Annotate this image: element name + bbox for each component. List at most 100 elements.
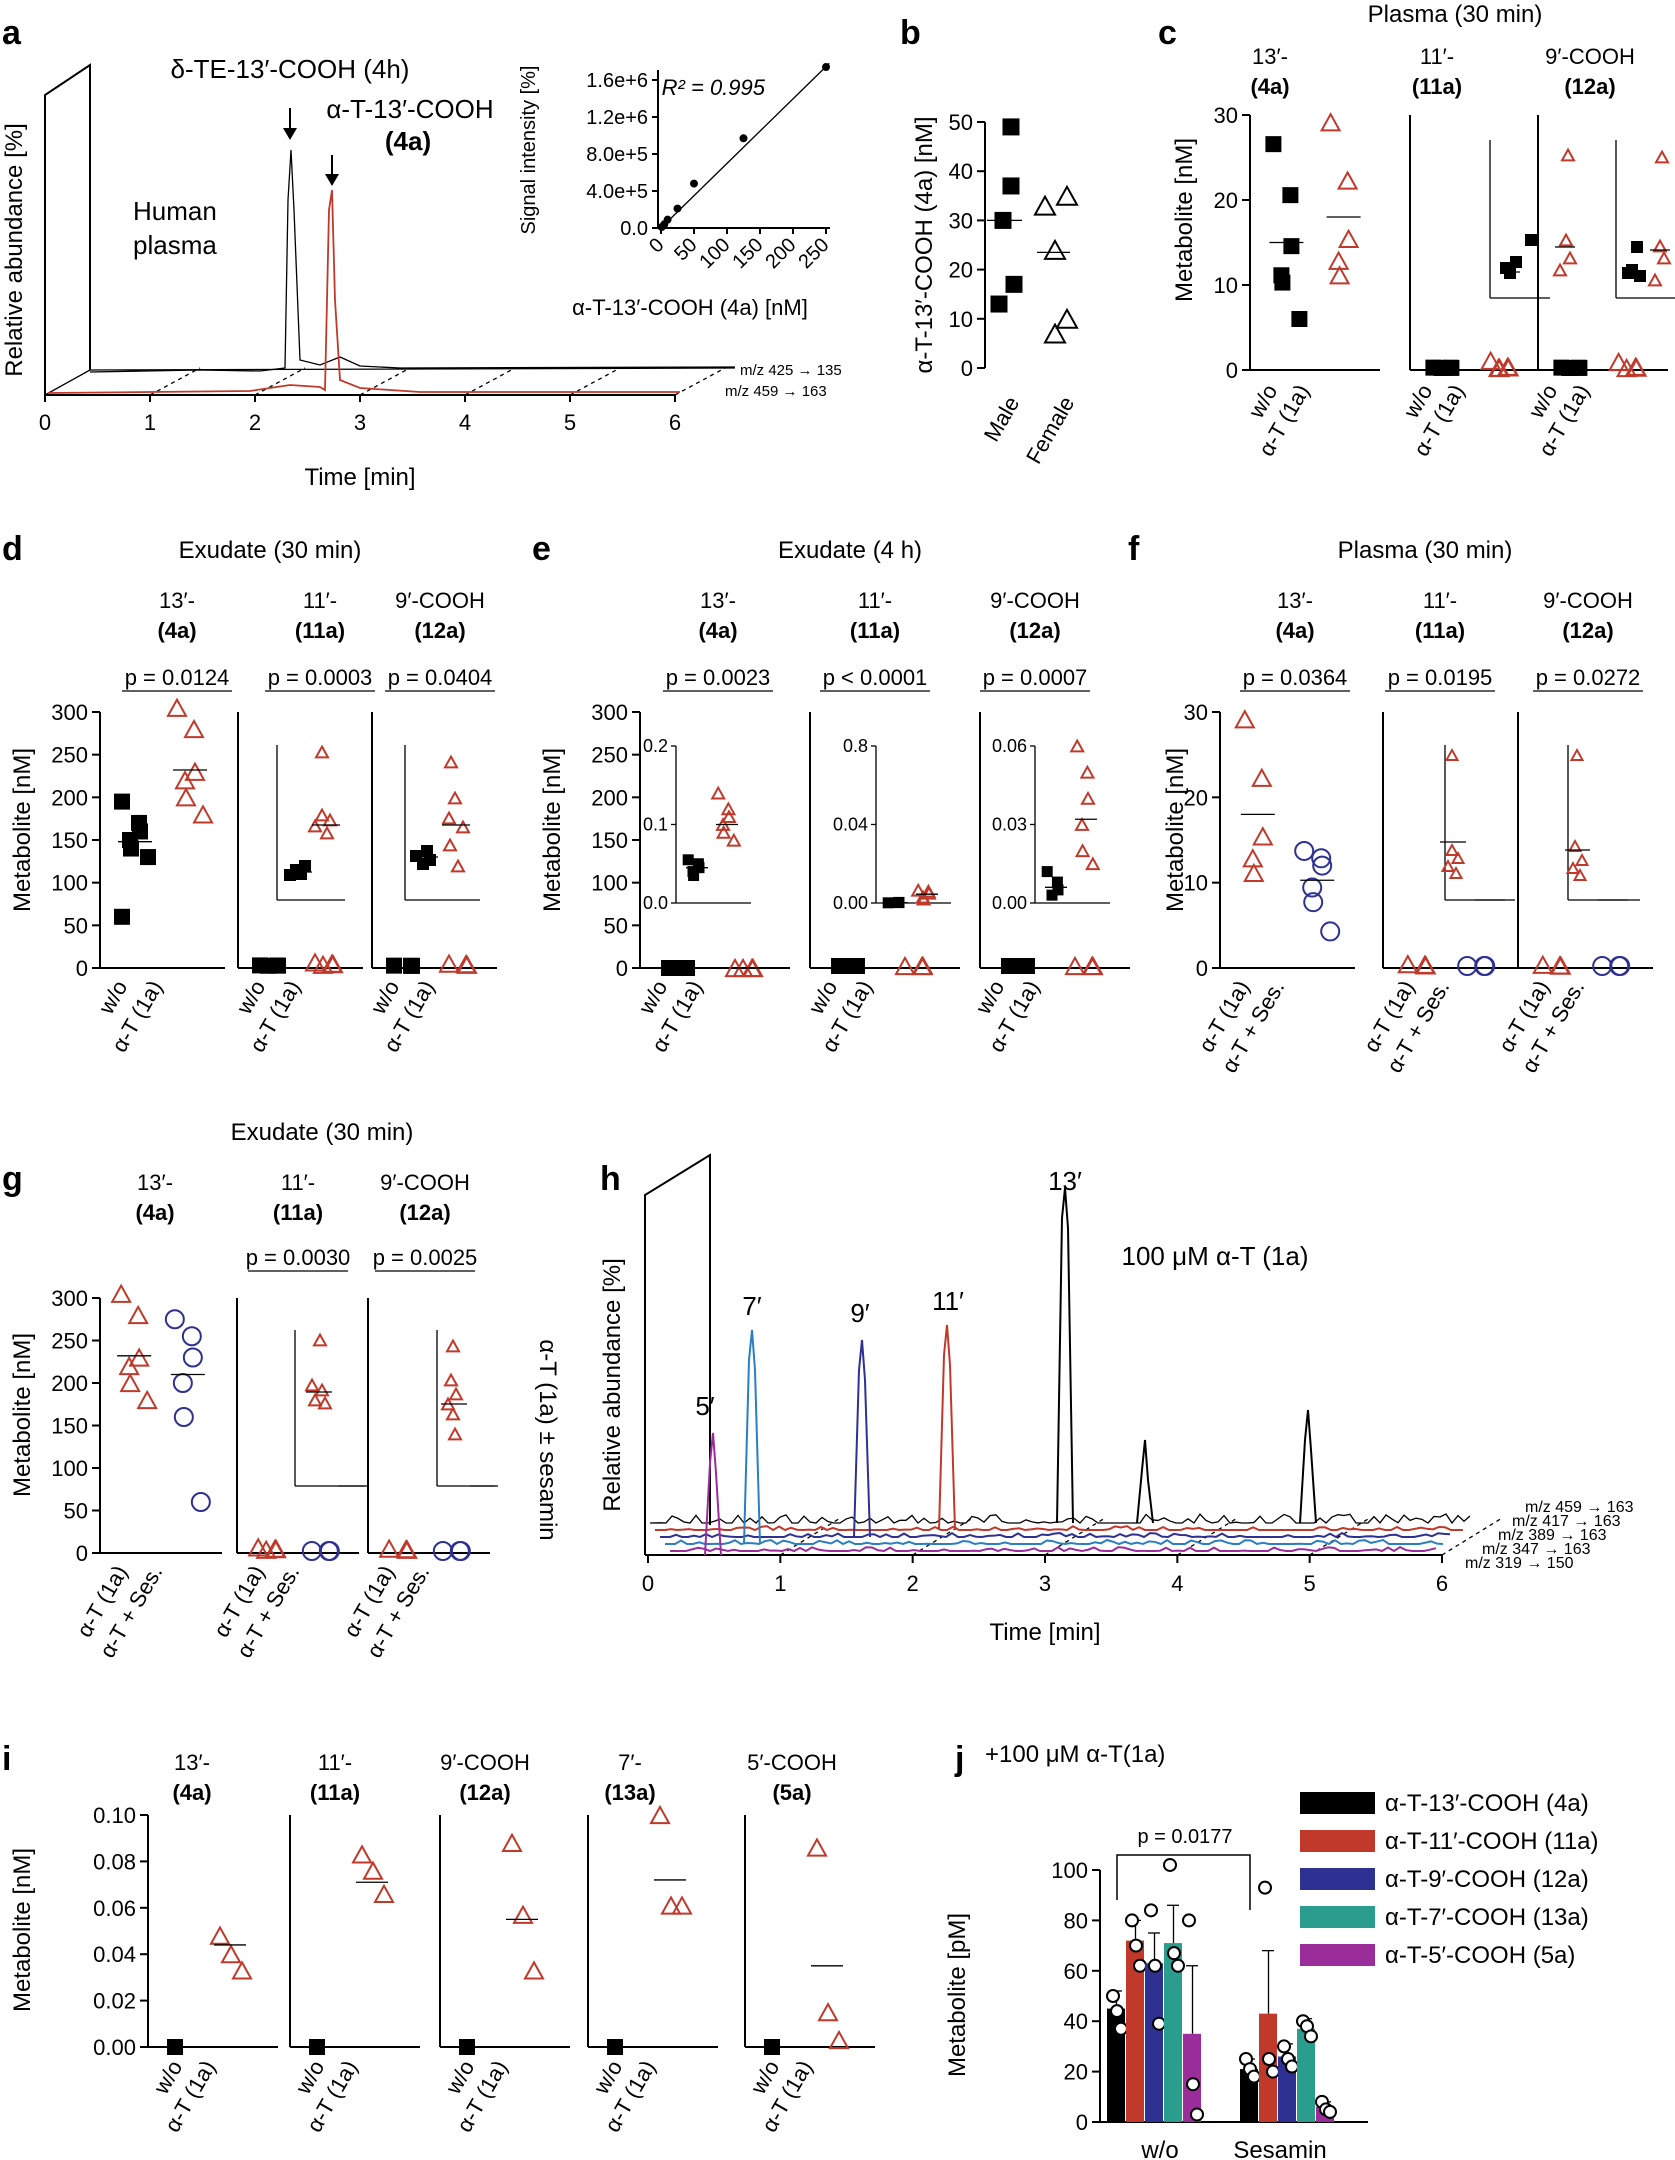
c-point-w/o [1265, 136, 1282, 153]
e-inset-point-aT [921, 885, 937, 900]
a-peak-label-4a-code: (4a) [385, 126, 431, 156]
d-point-w/o [123, 840, 139, 857]
a-depth-dash [569, 367, 621, 396]
d-inset-point-aT [307, 818, 323, 833]
c-point-w/o [1434, 360, 1451, 376]
h-xlabel: Time [min] [989, 1619, 1100, 1646]
g-point-aT [128, 1347, 150, 1367]
j-p-value: p = 0.0177 [1137, 1826, 1232, 1848]
f-inset-point-aT [1572, 867, 1588, 881]
j-y-tick-label: 100 [1051, 1858, 1088, 1883]
header-compound-i-3: (13a) [604, 1780, 655, 1805]
a-arrow-head-4a [325, 174, 339, 186]
a-depth-dash [464, 367, 516, 396]
g-y-tick-label: 100 [51, 1456, 88, 1481]
a-frame-back [44, 63, 91, 395]
b-y-tick-label: 10 [949, 307, 973, 332]
header-compound-c-13: (4a) [1250, 74, 1289, 99]
e-y-tick-label: 50 [604, 913, 628, 938]
c-inset-point-aT [1656, 250, 1672, 265]
a-inset-x-tick-label: 0 [645, 234, 668, 257]
e-inset-point-wo [682, 854, 694, 866]
e-inset-point-aT [910, 882, 926, 897]
g-point-aTSes [173, 1407, 194, 1427]
f-y-tick-label: 20 [1184, 785, 1208, 810]
j-point [1152, 2016, 1166, 2031]
h-x-tick-label: 4 [1171, 1571, 1183, 1596]
j-y-tick-label: 20 [1064, 2060, 1088, 2085]
panel-letter-a: a [2, 14, 22, 52]
d-point-aT [438, 953, 460, 973]
a-inset-point [663, 215, 672, 224]
d-p-value: p = 0.0124 [125, 665, 230, 690]
h-x-tick-label: 2 [907, 1571, 919, 1596]
header-c-11: 11′- [1420, 44, 1454, 69]
f-p-value: p = 0.0364 [1243, 665, 1348, 690]
d-point-aT [456, 954, 478, 974]
h-trace-319 [670, 1545, 1437, 1553]
j-legend-swatch-0 [1300, 1792, 1375, 1814]
a-sample-label: Human [133, 196, 217, 226]
b-point-female [1043, 322, 1067, 344]
panel-letter-f: f [1128, 530, 1140, 568]
e-point-w/o [1009, 958, 1025, 974]
d-point-aT [192, 804, 214, 824]
header-compound-f-9: (12a) [1562, 618, 1613, 643]
panel-letter-b: b [900, 14, 921, 52]
header-compound-f-11: (11a) [1415, 618, 1465, 643]
g-point-aTSes [181, 1326, 202, 1347]
j-legend-swatch-3 [1300, 1906, 1375, 1928]
e-inset-point-aT [1085, 856, 1101, 871]
d-ylabel: Metabolite [nM] [9, 748, 36, 912]
header-c-9: 9′-COOH [1545, 44, 1635, 69]
a-trace-label-425: m/z 425 → 135 [740, 362, 842, 379]
i-point-aT [220, 1944, 242, 1964]
header-compound-i-4: (5a) [772, 1780, 811, 1805]
g-point-aT [136, 1389, 158, 1410]
i-point-aT [649, 1804, 671, 1825]
header-compound-i-2: (12a) [459, 1780, 510, 1805]
e-inset-tick-label: 0.0 [643, 893, 668, 913]
j-bar-2-0 [1145, 1963, 1163, 2122]
j-legend-swatch-2 [1300, 1868, 1375, 1890]
i-ylabel: Metabolite [nM] [9, 1848, 36, 2012]
h-peak-5 [704, 1432, 722, 1556]
j-point [1190, 2107, 1204, 2122]
header-i-4: 5′-COOH [747, 1750, 837, 1775]
a-depth-dash [674, 367, 726, 396]
g-side-label: α-T (1a) ± sesamin [534, 1339, 561, 1540]
g-y-tick-label: 200 [51, 1371, 88, 1396]
j-point [1144, 1903, 1158, 1918]
a-inset-r2: R² = 0.995 [662, 75, 766, 100]
j-legend-label-4: α-T-5′-COOH (5a) [1385, 1942, 1575, 1969]
b-y-tick-label: 40 [949, 159, 973, 184]
g-inset-point-aT [447, 1426, 463, 1441]
j-point [1285, 2059, 1299, 2074]
e-inset-point-aT [726, 832, 742, 847]
header-f-11: 11′- [1423, 588, 1457, 613]
f-point-aT [1415, 955, 1437, 975]
header-g-11: 11′- [281, 1170, 315, 1195]
e-ylabel: Metabolite [nM] [539, 748, 566, 912]
h-depth-dash [1441, 1517, 1503, 1556]
f-point-aTSes [1592, 956, 1613, 976]
h-peak-label: 7′ [742, 1291, 761, 1321]
g-inset-point-aT [448, 1386, 464, 1401]
j-point [1258, 1880, 1272, 1895]
b-point-female [1043, 238, 1067, 260]
e-p-value: p < 0.0001 [823, 665, 928, 690]
header-e-13: 13′- [700, 588, 736, 613]
header-compound-e-13: (4a) [698, 618, 737, 643]
d-inset-point-aT [455, 819, 471, 834]
e-y-tick-label: 100 [591, 871, 628, 896]
c-point-aT [1607, 351, 1630, 372]
f-point-aTSes [1312, 855, 1333, 876]
f-y-tick-label: 30 [1184, 700, 1208, 725]
a-inset-point [822, 63, 830, 72]
h-trace-459 [649, 1513, 1471, 1525]
d-inset-point-aT [314, 807, 330, 822]
header-compound-d-9: (12a) [414, 618, 465, 643]
e-p-value: p = 0.0023 [666, 665, 771, 690]
header-compound-g-11: (11a) [273, 1200, 323, 1225]
